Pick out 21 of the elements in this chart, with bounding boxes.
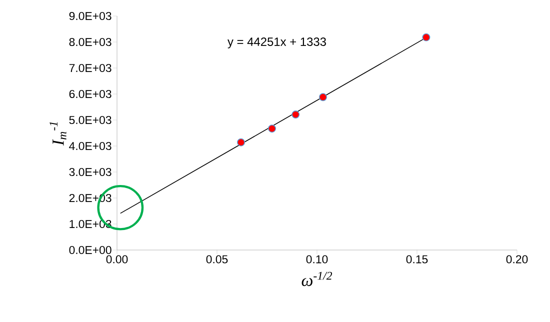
y-tick-label: 4.0E+03 xyxy=(69,142,112,150)
point xyxy=(422,33,430,42)
y-tick-label: 6.0E+03 xyxy=(69,90,112,98)
x-tick-label: 0.00 xyxy=(106,255,128,264)
y-tick-label: 8.0E+03 xyxy=(69,38,112,46)
x-tick-label: 0.20 xyxy=(506,255,528,264)
y-tick-label: 3.0E+03 xyxy=(69,168,112,176)
x-tick-label: 0.05 xyxy=(206,255,228,264)
y-tick-label: 5.0E+03 xyxy=(69,116,112,124)
y-tick-label: 0.0E+00 xyxy=(69,246,112,254)
annotation: y = 44251x + 1333 xyxy=(228,38,326,48)
point xyxy=(268,124,276,133)
point xyxy=(292,110,300,119)
y-tick-label: 7.0E+03 xyxy=(69,64,112,72)
y-tick-label: 9.0E+03 xyxy=(69,12,112,20)
y-axis-title: I$_{m}$-1 xyxy=(50,122,66,146)
point xyxy=(237,138,245,146)
x-axis-title: ω$^{-1/2}$ xyxy=(302,272,332,286)
point xyxy=(319,93,327,102)
x-tick-label: 0.15 xyxy=(406,255,428,264)
x-tick-label: 0.10 xyxy=(306,255,328,264)
